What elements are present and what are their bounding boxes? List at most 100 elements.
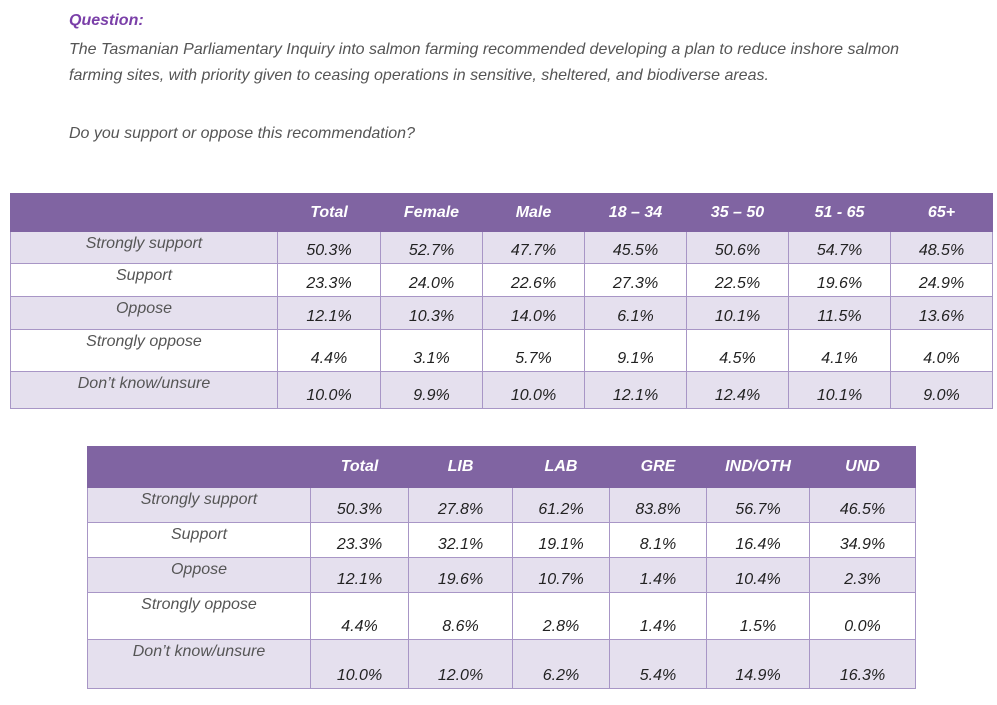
table-cell: 5.7%	[482, 329, 585, 372]
row-label: Strongly oppose	[87, 592, 311, 640]
table-cell: 9.9%	[380, 371, 483, 409]
table-row: Strongly oppose 4.4% 8.6% 2.8% 1.4% 1.5%…	[87, 592, 916, 640]
table-cell: 13.6%	[890, 296, 993, 330]
table-cell: 10.0%	[482, 371, 585, 409]
table-cell: 10.0%	[310, 639, 409, 689]
table-cell: 4.0%	[890, 329, 993, 372]
table-cell: 4.4%	[310, 592, 409, 640]
table-cell: 16.3%	[809, 639, 916, 689]
table-cell: 14.0%	[482, 296, 585, 330]
table-cell: 12.1%	[277, 296, 381, 330]
table-row: Don’t know/unsure 10.0% 12.0% 6.2% 5.4% …	[87, 639, 916, 689]
table-cell: 48.5%	[890, 231, 993, 264]
table-row: Strongly support 50.3% 52.7% 47.7% 45.5%…	[10, 231, 993, 264]
table-cell: 6.1%	[584, 296, 687, 330]
table-cell: 4.5%	[686, 329, 789, 372]
row-label: Support	[10, 263, 278, 297]
table-cell: 2.8%	[512, 592, 610, 640]
header-cell	[10, 193, 278, 232]
table-cell: 0.0%	[809, 592, 916, 640]
table-row: Oppose 12.1% 10.3% 14.0% 6.1% 10.1% 11.5…	[10, 296, 993, 330]
table-row: Support 23.3% 32.1% 19.1% 8.1% 16.4% 34.…	[87, 522, 916, 558]
table-cell: 1.5%	[706, 592, 810, 640]
row-label: Oppose	[87, 557, 311, 593]
table-cell: 16.4%	[706, 522, 810, 558]
table-cell: 50.6%	[686, 231, 789, 264]
table-cell: 3.1%	[380, 329, 483, 372]
table-cell: 12.1%	[310, 557, 409, 593]
table-cell: 4.4%	[277, 329, 381, 372]
table-cell: 83.8%	[609, 487, 707, 523]
table-cell: 10.3%	[380, 296, 483, 330]
table-cell: 19.1%	[512, 522, 610, 558]
table-cell: 10.1%	[788, 371, 891, 409]
table-cell: 4.1%	[788, 329, 891, 372]
table-cell: 10.7%	[512, 557, 610, 593]
table-cell: 10.1%	[686, 296, 789, 330]
header-ind-oth: IND/OTH	[706, 446, 810, 488]
table-row: Don’t know/unsure 10.0% 9.9% 10.0% 12.1%…	[10, 371, 993, 409]
row-label: Support	[87, 522, 311, 558]
header-total: Total	[277, 193, 381, 232]
header-18-34: 18 – 34	[584, 193, 687, 232]
table-cell: 1.4%	[609, 592, 707, 640]
table-row: Strongly support 50.3% 27.8% 61.2% 83.8%…	[87, 487, 916, 523]
table-cell: 14.9%	[706, 639, 810, 689]
table-cell: 22.6%	[482, 263, 585, 297]
table-row: Oppose 12.1% 19.6% 10.7% 1.4% 10.4% 2.3%	[87, 557, 916, 593]
header-cell	[87, 446, 311, 488]
table-header-row: Total LIB LAB GRE IND/OTH UND	[87, 446, 916, 488]
table-cell: 32.1%	[408, 522, 513, 558]
table-cell: 23.3%	[277, 263, 381, 297]
header-total: Total	[310, 446, 409, 488]
table-row: Support 23.3% 24.0% 22.6% 27.3% 22.5% 19…	[10, 263, 993, 297]
table-cell: 12.0%	[408, 639, 513, 689]
table-cell: 34.9%	[809, 522, 916, 558]
table-cell: 19.6%	[788, 263, 891, 297]
table-cell: 24.9%	[890, 263, 993, 297]
table-header-row: Total Female Male 18 – 34 35 – 50 51 - 6…	[10, 193, 993, 232]
row-label: Strongly support	[87, 487, 311, 523]
table-cell: 12.1%	[584, 371, 687, 409]
header-female: Female	[380, 193, 483, 232]
table-cell: 8.1%	[609, 522, 707, 558]
header-gre: GRE	[609, 446, 707, 488]
table-cell: 46.5%	[809, 487, 916, 523]
row-label: Don’t know/unsure	[10, 371, 278, 409]
table-cell: 56.7%	[706, 487, 810, 523]
table-cell: 11.5%	[788, 296, 891, 330]
table-cell: 9.0%	[890, 371, 993, 409]
table-cell: 50.3%	[277, 231, 381, 264]
table-cell: 2.3%	[809, 557, 916, 593]
header-lib: LIB	[408, 446, 513, 488]
table-cell: 1.4%	[609, 557, 707, 593]
table-cell: 52.7%	[380, 231, 483, 264]
table-cell: 24.0%	[380, 263, 483, 297]
header-lab: LAB	[512, 446, 610, 488]
table-cell: 45.5%	[584, 231, 687, 264]
table-row: Strongly oppose 4.4% 3.1% 5.7% 9.1% 4.5%…	[10, 329, 993, 372]
table-cell: 19.6%	[408, 557, 513, 593]
question-text: The Tasmanian Parliamentary Inquiry into…	[69, 41, 900, 84]
table-cell: 61.2%	[512, 487, 610, 523]
row-label: Strongly oppose	[10, 329, 278, 372]
table-cell: 5.4%	[609, 639, 707, 689]
table-cell: 8.6%	[408, 592, 513, 640]
header-51-65: 51 - 65	[788, 193, 891, 232]
table-cell: 6.2%	[512, 639, 610, 689]
voting-intention-table: Total LIB LAB GRE IND/OTH UND Strongly s…	[87, 446, 916, 689]
table-cell: 27.3%	[584, 263, 687, 297]
table-cell: 54.7%	[788, 231, 891, 264]
table-cell: 10.4%	[706, 557, 810, 593]
question-heading: Question:	[69, 12, 144, 29]
header-und: UND	[809, 446, 916, 488]
header-35-50: 35 – 50	[686, 193, 789, 232]
table-cell: 27.8%	[408, 487, 513, 523]
table-cell: 9.1%	[584, 329, 687, 372]
table-cell: 12.4%	[686, 371, 789, 409]
row-label: Strongly support	[10, 231, 278, 264]
table-cell: 22.5%	[686, 263, 789, 297]
question-ask: Do you support or oppose this recommenda…	[69, 125, 415, 142]
table-cell: 47.7%	[482, 231, 585, 264]
header-male: Male	[482, 193, 585, 232]
